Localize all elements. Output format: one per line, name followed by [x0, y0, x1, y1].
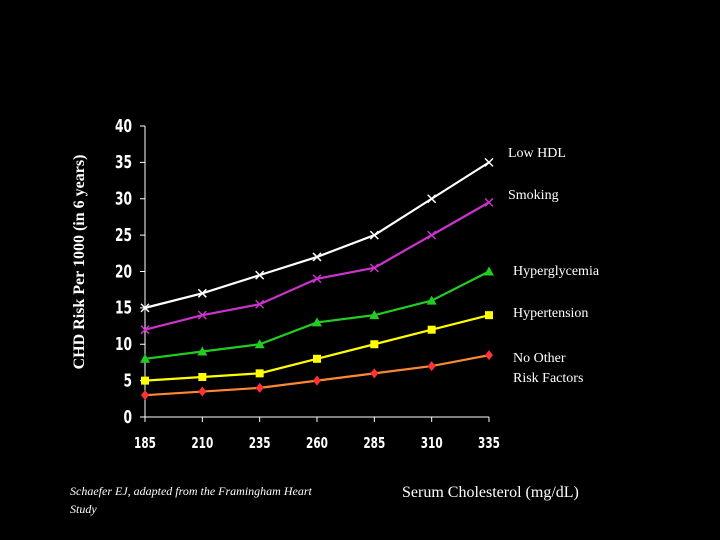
- y-tick-label: 30: [115, 188, 132, 209]
- x-tick-label: 235: [249, 435, 271, 452]
- data-point: [255, 382, 264, 393]
- x-tick-label: 260: [306, 435, 328, 452]
- data-point: [255, 270, 265, 280]
- series-label-hypertension: Hypertension: [513, 306, 589, 321]
- series-line: [144, 201, 490, 331]
- data-point: [312, 317, 322, 327]
- data-point: [140, 325, 150, 335]
- x-tick-label: 335: [478, 435, 500, 452]
- data-point: [312, 252, 322, 262]
- data-point: [254, 339, 265, 349]
- data-point: [484, 197, 494, 207]
- y-ticks: 0 5 10 15 20 25 30 35 40: [115, 115, 145, 428]
- y-tick-label: 35: [115, 152, 132, 173]
- series-label-hyperglycemia: Hyperglycemia: [513, 264, 600, 279]
- y-tick-label: 20: [115, 261, 132, 282]
- data-point: [313, 375, 321, 386]
- series-line: [144, 161, 490, 309]
- series-label-low-hdl: Low HDL: [508, 146, 566, 161]
- data-point: [255, 299, 265, 309]
- series-markers: [140, 157, 494, 401]
- series-label-smoking: Smoking: [508, 188, 559, 203]
- data-point: [369, 230, 379, 240]
- data-point: [485, 350, 493, 361]
- data-point: [140, 303, 150, 313]
- data-point: [313, 354, 321, 363]
- data-point: [312, 274, 322, 284]
- y-tick-label: 15: [115, 297, 132, 318]
- axes: [144, 126, 489, 418]
- x-tick-label: 310: [421, 435, 443, 452]
- data-point: [140, 353, 150, 363]
- data-point: [198, 372, 207, 381]
- data-point: [484, 266, 494, 276]
- y-tick-label: 5: [123, 370, 132, 391]
- data-point: [369, 263, 379, 273]
- data-point: [484, 157, 494, 167]
- data-point: [427, 230, 437, 240]
- data-point: [427, 325, 436, 334]
- y-tick-label: 40: [115, 115, 132, 136]
- data-point: [370, 368, 379, 379]
- data-point: [370, 340, 379, 349]
- data-point: [485, 311, 493, 320]
- x-axis-label: Serum Cholesterol (mg/dL): [402, 484, 579, 501]
- data-point: [141, 390, 149, 401]
- x-tick-label: 185: [134, 435, 156, 452]
- data-point: [198, 386, 207, 397]
- data-point: [141, 376, 149, 385]
- data-point: [369, 310, 380, 320]
- data-point: [426, 295, 437, 305]
- x-tick-label: 210: [191, 435, 213, 452]
- data-point: [197, 310, 207, 320]
- y-tick-label: 25: [115, 225, 132, 246]
- y-axis-label: CHD Risk Per 1000 (in 6 years): [71, 154, 88, 370]
- data-point: [197, 288, 207, 298]
- y-tick-label: 10: [115, 334, 132, 355]
- y-tick-label: 0: [123, 406, 132, 427]
- data-point: [427, 361, 436, 372]
- x-tick-label: 285: [363, 435, 385, 452]
- data-point: [255, 369, 264, 378]
- source-note: Schaefer EJ, adapted from the Framingham…: [70, 484, 312, 516]
- data-point: [197, 346, 208, 356]
- series-label-no-other-risk-factors: No Other Risk Factors: [513, 351, 584, 386]
- series-line: [144, 270, 490, 360]
- x-ticks: 185 210 235 260 285 310 335: [134, 417, 500, 453]
- data-point: [427, 194, 437, 204]
